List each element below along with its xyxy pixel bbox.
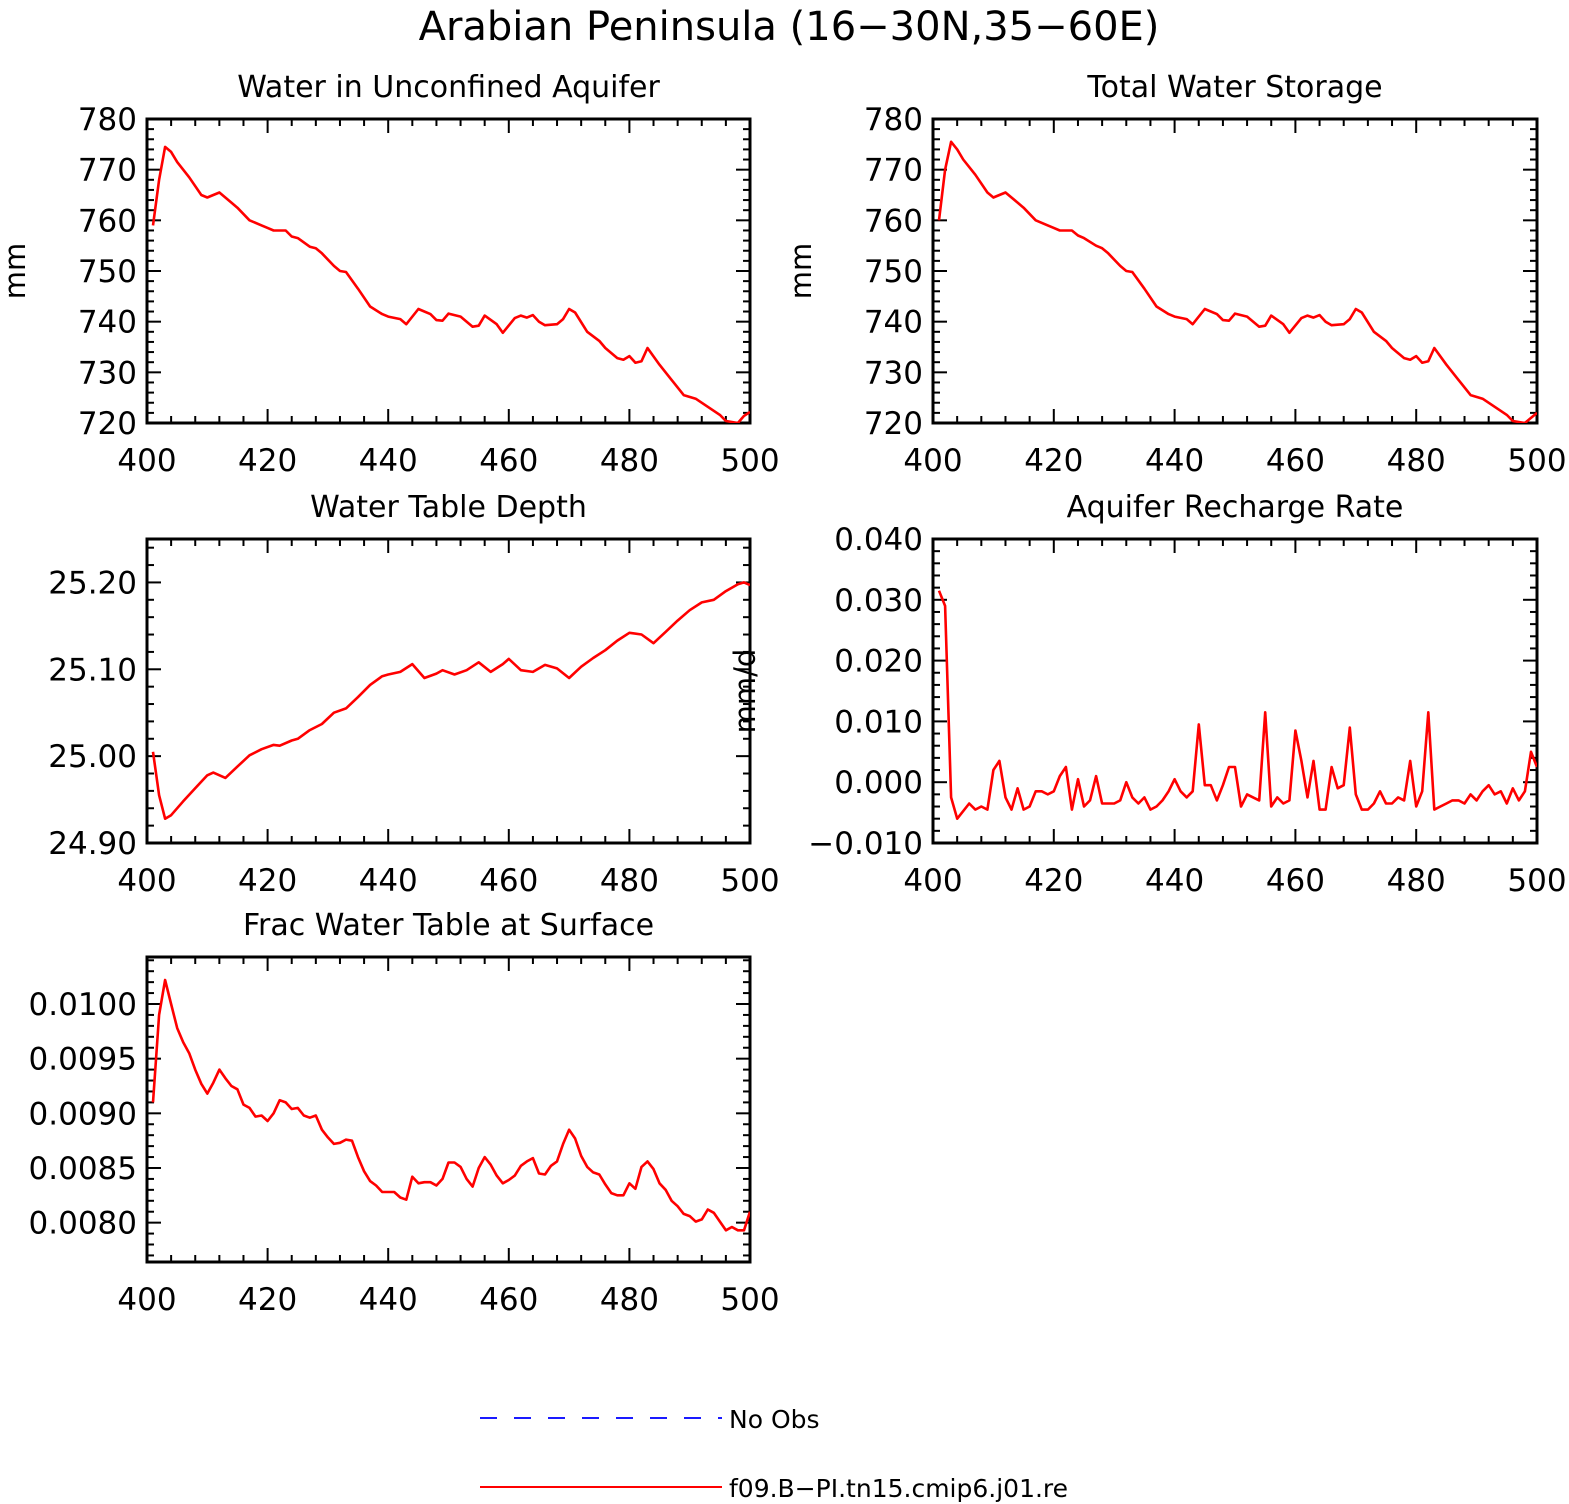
x-tick-label: 500: [1507, 443, 1566, 479]
chart-frac: Frac Water Table at Surface 400 420 440 460 4…: [29, 908, 780, 1318]
chart-tws: Total Water Storage 400 420 440 460 480 500 720…: [784, 70, 1567, 479]
x-tick-label: 420: [238, 863, 297, 899]
y-axis-label: mm: [0, 243, 32, 300]
x-tick-label: 480: [1387, 863, 1446, 899]
y-tick-label: 760: [78, 203, 137, 239]
x-tick-label: 400: [117, 443, 176, 479]
x-tick-label: 500: [720, 443, 779, 479]
x-tick-label: 500: [1507, 863, 1566, 899]
chart-title: Water Table Depth: [310, 490, 587, 525]
y-tick-label: 740: [864, 305, 923, 341]
y-tick-label: 740: [78, 305, 137, 341]
x-tick-label: 400: [903, 863, 962, 899]
y-tick-label: 24.90: [48, 826, 137, 862]
series-line: [151, 145, 750, 423]
y-tick-label: 0.000: [834, 765, 923, 801]
x-tick-label: 440: [359, 443, 418, 479]
x-tick-label: 460: [1266, 443, 1325, 479]
chart-wtd: Water Table Depth 400 420 440 460 480 500 24.90…: [48, 490, 779, 899]
y-tick-label: −0.010: [808, 826, 923, 862]
y-tick-label: 770: [78, 153, 137, 189]
y-tick-label: 25.20: [48, 565, 137, 601]
chart-title: Frac Water Table at Surface: [243, 908, 654, 943]
x-tick-label: 440: [359, 863, 418, 899]
plot-frame: [931, 537, 1539, 845]
x-tick-label: 460: [479, 1282, 538, 1318]
legend: No Obs f09.B−PI.tn15.cmip6.j01.re: [480, 1405, 1068, 1503]
x-tick-label: 420: [1024, 863, 1083, 899]
y-axis-label: mm: [784, 243, 818, 300]
chart-panels: Water in Unconfined Aquifer 400 420 440 460 4…: [0, 70, 1567, 1318]
y-tick-label: 730: [78, 355, 137, 391]
series-line: [937, 590, 1537, 821]
plot-frame: [145, 537, 752, 845]
plot-frame: [145, 117, 752, 425]
y-tick-label: 750: [864, 254, 923, 290]
y-tick-label: 0.040: [834, 522, 923, 558]
x-tick-label: 480: [600, 1282, 659, 1318]
y-tick-label: 0.0090: [29, 1096, 137, 1132]
x-tick-label: 500: [720, 1282, 779, 1318]
y-tick-label: 750: [78, 254, 137, 290]
plot-frame: [145, 955, 752, 1264]
x-tick-label: 420: [1024, 443, 1083, 479]
chart-title: Total Water Storage: [1086, 70, 1382, 105]
y-tick-label: 720: [78, 406, 137, 442]
y-tick-label: 0.0095: [29, 1042, 137, 1078]
legend-obs-label: No Obs: [729, 1405, 820, 1434]
y-tick-label: 0.0080: [29, 1206, 137, 1242]
figure-title: Arabian Peninsula (16−30N,35−60E): [419, 4, 1160, 50]
x-tick-label: 440: [1145, 863, 1204, 899]
series-line: [937, 140, 1537, 423]
x-tick-label: 460: [1266, 863, 1325, 899]
y-tick-label: 780: [864, 102, 923, 138]
chart-aquifer: Water in Unconfined Aquifer 400 420 440 460 4…: [0, 70, 780, 479]
x-tick-label: 420: [238, 1282, 297, 1318]
x-tick-label: 440: [359, 1282, 418, 1318]
y-tick-label: 770: [864, 153, 923, 189]
x-tick-label: 480: [600, 443, 659, 479]
x-tick-label: 420: [238, 443, 297, 479]
chart-title: Water in Unconfined Aquifer: [237, 70, 660, 105]
x-tick-label: 400: [903, 443, 962, 479]
x-tick-label: 460: [479, 863, 538, 899]
x-tick-label: 460: [479, 443, 538, 479]
y-tick-label: 780: [78, 102, 137, 138]
legend-model-label: f09.B−PI.tn15.cmip6.j01.re: [729, 1474, 1068, 1503]
y-tick-label: 720: [864, 406, 923, 442]
y-tick-label: 0.030: [834, 583, 923, 619]
y-axis-label: mm/d: [728, 649, 762, 734]
y-tick-label: 25.00: [48, 739, 137, 775]
x-tick-label: 440: [1145, 443, 1204, 479]
y-tick-label: 0.0100: [29, 987, 137, 1023]
x-tick-label: 480: [1387, 443, 1446, 479]
x-tick-label: 400: [117, 863, 176, 899]
chart-recharge: Aquifer Recharge Rate 400 420 440 460 480 500 −…: [728, 490, 1567, 899]
x-tick-label: 500: [720, 863, 779, 899]
x-tick-label: 480: [600, 863, 659, 899]
y-tick-label: 0.010: [834, 704, 923, 740]
chart-title: Aquifer Recharge Rate: [1067, 490, 1404, 525]
y-tick-label: 0.020: [834, 644, 923, 680]
series-line: [151, 978, 750, 1232]
y-tick-label: 25.10: [48, 652, 137, 688]
y-tick-label: 730: [864, 355, 923, 391]
series-line: [151, 581, 750, 821]
x-tick-label: 400: [117, 1282, 176, 1318]
plot-frame: [931, 117, 1539, 425]
y-tick-label: 0.0085: [29, 1151, 137, 1187]
y-tick-label: 760: [864, 203, 923, 239]
